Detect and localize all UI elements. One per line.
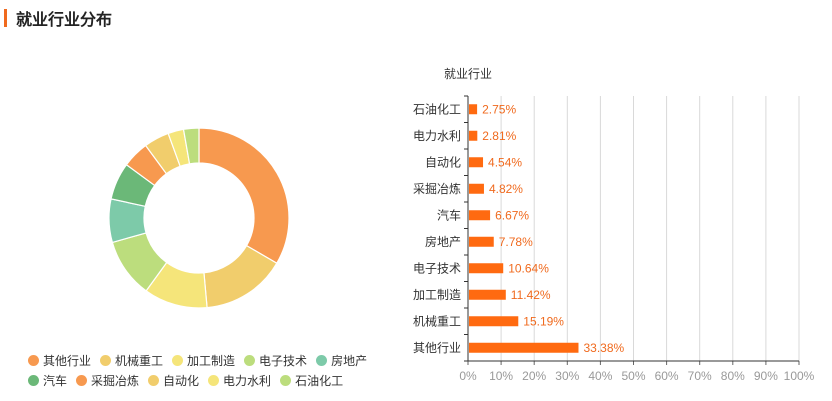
x-tick-label: 60% [655,369,679,383]
x-tick-label: 20% [522,369,546,383]
legend-item[interactable]: 石油化工 [280,372,343,389]
legend-dot-icon [316,355,328,366]
legend-dot-icon [28,375,39,386]
legend-dot-icon [148,375,160,386]
legend-item[interactable]: 自动化 [148,372,199,389]
bar[interactable] [469,263,504,274]
x-tick-label: 80% [721,369,745,383]
bar-value-label: 2.81% [482,129,516,143]
x-tick-label: 10% [489,369,513,383]
category-label: 电力水利 [413,129,461,143]
donut-chart [108,127,290,309]
legend-dot-icon [280,375,292,386]
legend-label: 机械重工 [115,354,164,368]
legend-dot-icon [76,375,88,386]
x-tick-label: 50% [621,369,645,383]
bar-value-label: 2.75% [482,102,516,116]
category-label: 机械重工 [413,313,461,328]
category-label: 电子技术 [413,261,461,275]
x-tick-label: 90% [754,369,778,383]
legend-dot-icon [100,355,112,366]
legend-label: 电子技术 [259,354,308,368]
bar[interactable] [469,316,519,327]
x-tick-label: 40% [588,369,612,383]
category-label: 汽车 [437,207,461,222]
bar-value-label: 7.78% [499,235,533,249]
bar-value-label: 11.42% [511,288,551,302]
donut-slice-10[interactable] [182,127,200,165]
legend-dot-icon [244,355,256,366]
legend-label: 房地产 [331,354,368,368]
page-title: 就业行业分布 [16,12,113,29]
bar-value-label: 33.38% [583,341,624,355]
bar[interactable] [469,210,491,221]
bar[interactable] [469,157,484,168]
category-label: 自动化 [425,155,461,169]
legend-item[interactable]: 电子技术 [244,352,307,369]
category-label: 加工制造 [413,288,461,302]
bar-value-label: 10.64% [508,261,549,275]
legend-item[interactable]: 汽车 [28,372,67,389]
legend-item[interactable]: 电力水利 [208,372,271,389]
bar[interactable] [469,130,478,141]
legend-label: 加工制造 [187,354,236,368]
x-tick-label: 0% [459,369,477,383]
bar[interactable] [469,236,494,247]
legend-label: 汽车 [43,374,68,388]
legend-item[interactable]: 采掘冶炼 [76,372,139,389]
bar[interactable] [469,104,478,115]
bar[interactable] [469,183,484,194]
x-tick-label: 30% [555,369,579,383]
bar-value-label: 4.82% [489,182,523,196]
category-label: 房地产 [425,234,461,249]
legend-label: 电力水利 [223,374,272,388]
bar-value-label: 15.19% [523,314,564,328]
legend-dot-icon [28,355,39,366]
legend-item[interactable]: 房地产 [316,352,367,369]
bar-chart-title: 就业行业 [444,67,492,81]
legend-item[interactable]: 机械重工 [100,352,163,369]
legend-item[interactable]: 其他行业 [28,352,91,369]
legend-dot-icon [172,355,184,366]
legend-label: 采掘冶炼 [91,374,140,388]
title-accent-bar [4,9,7,27]
x-tick-label: 70% [688,369,712,383]
x-tick-label: 100% [784,369,815,383]
donut-slice-1[interactable] [198,127,290,265]
category-label: 其他行业 [413,341,461,355]
bar[interactable] [469,289,506,300]
legend-label: 其他行业 [43,354,92,368]
category-label: 采掘冶炼 [413,181,461,196]
bar[interactable] [469,342,579,353]
legend-dot-icon [208,375,220,386]
bar-value-label: 4.54% [488,155,522,169]
category-label: 石油化工 [413,102,461,116]
section-header: 就业行业分布 [0,7,112,29]
legend-label: 石油化工 [295,374,344,388]
legend-item[interactable]: 加工制造 [172,352,235,369]
bar-value-label: 6.67% [495,208,529,222]
legend-label: 自动化 [163,374,200,388]
donut-legend: 其他行业 机械重工 加工制造 电子技术 房地产汽车 采掘冶炼 自动化 电力水利 石油化工 [28,352,388,389]
